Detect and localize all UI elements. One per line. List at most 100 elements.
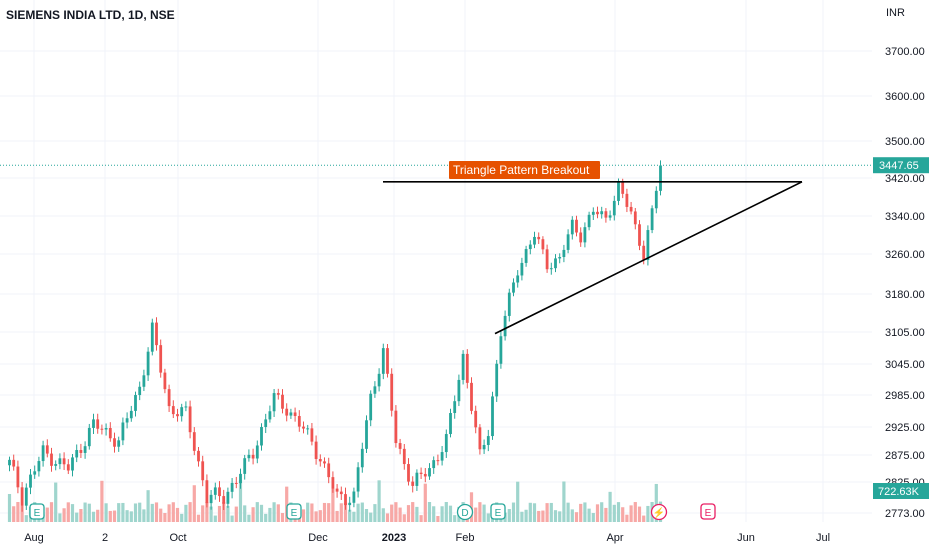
candle-body	[163, 372, 167, 390]
volume-bar	[54, 482, 58, 522]
volume-value: 722.63K	[878, 486, 920, 498]
candle-body	[591, 211, 595, 215]
price-axis-tick: 3700.00	[885, 46, 925, 58]
price-axis-tick: 3500.00	[885, 136, 925, 148]
candle-body	[600, 211, 604, 215]
time-axis-tick: Oct	[169, 532, 186, 544]
event-badge-shape	[456, 503, 474, 521]
price-axis[interactable]: 2773.002825.002875.002925.002985.003045.…	[885, 46, 925, 520]
volume-bar	[16, 502, 20, 522]
candle-body	[335, 488, 339, 492]
volume-bar	[616, 502, 621, 522]
event-badge-earnings[interactable]: E	[29, 503, 45, 520]
candle-body	[29, 474, 32, 488]
candle-body	[440, 452, 444, 461]
volume-bar	[243, 505, 247, 522]
candle-body	[503, 315, 507, 337]
volume-bar	[390, 504, 394, 522]
support-line[interactable]	[494, 181, 803, 335]
event-badge-label: E	[495, 508, 502, 519]
price-axis-tick: 2773.00	[885, 508, 925, 520]
volume-bar	[247, 514, 251, 522]
event-badges[interactable]: E E D E ⚡ E	[29, 503, 716, 521]
volume-bar	[217, 505, 222, 522]
volume-bar	[138, 502, 142, 522]
volume-bar	[108, 510, 112, 522]
candle-body	[255, 445, 259, 459]
volume-bar	[625, 514, 629, 522]
breakout-annotation[interactable]: Triangle Pattern Breakout	[449, 161, 600, 179]
time-axis-tick: Jun	[737, 532, 755, 544]
volume-bar	[511, 502, 516, 522]
candle-body	[449, 413, 452, 435]
volume-bar	[612, 504, 616, 522]
volume-bar	[654, 483, 658, 522]
volume-bar	[419, 515, 423, 522]
price-axis-tick: 3420.00	[885, 173, 925, 185]
price-axis-tick: 3600.00	[885, 91, 925, 103]
candle-body	[100, 428, 104, 430]
volume-bar	[150, 503, 154, 522]
candle-body	[247, 454, 251, 459]
candle-body	[8, 459, 11, 466]
candle-body	[512, 282, 515, 293]
candle-body	[96, 419, 100, 429]
candle-body	[264, 419, 268, 428]
event-badge-split[interactable]: ⚡	[650, 503, 668, 521]
candle-body	[276, 393, 280, 395]
volume-bar	[528, 502, 532, 522]
volume-bar	[553, 510, 558, 522]
volume-bar	[600, 502, 604, 522]
volume-bar	[373, 504, 377, 522]
event-badge-label: E	[291, 508, 298, 519]
time-axis[interactable]: Aug 2 Oct Dec 2023 Feb Apr Jun Jul	[24, 532, 830, 544]
candle-body	[167, 389, 171, 407]
time-axis-tick: Aug	[24, 532, 44, 544]
volume-bar	[184, 504, 188, 522]
volume-bar	[280, 513, 285, 522]
time-axis-tick: Jul	[816, 532, 830, 544]
candle-body	[205, 480, 209, 504]
time-axis-tick: Feb	[456, 532, 475, 544]
last-price-label-bg	[873, 157, 929, 174]
candle-body	[457, 379, 461, 402]
candle-body	[549, 268, 553, 270]
candle-body	[134, 395, 137, 411]
candle-body	[415, 472, 419, 486]
candle-body	[188, 406, 192, 433]
event-badge-dividend[interactable]: D	[456, 503, 474, 521]
event-badge-earnings_upcoming[interactable]: E	[700, 503, 716, 520]
candle-body	[562, 249, 566, 258]
volume-bar	[545, 503, 549, 522]
event-badge-earnings[interactable]: E	[286, 503, 302, 520]
candle-body	[411, 481, 415, 486]
currency-label: INR	[886, 7, 905, 19]
candle-body	[289, 412, 293, 416]
volume-bar	[180, 513, 184, 522]
candle-body	[54, 464, 58, 466]
volume-bar	[474, 507, 478, 522]
triangle-trendlines[interactable]	[383, 181, 803, 335]
candle-body	[176, 414, 179, 417]
candle-body	[377, 373, 381, 387]
candle-body	[570, 219, 574, 235]
volume-bar	[45, 507, 49, 522]
candle-body	[125, 418, 129, 423]
candle-body	[524, 249, 528, 263]
candle-body	[486, 436, 490, 445]
candle-body	[348, 502, 352, 506]
time-axis-tick: Apr	[606, 532, 623, 544]
volume-bar	[310, 503, 314, 522]
candle-body	[528, 244, 532, 250]
volume-bar	[142, 509, 146, 522]
event-badge-label: E	[34, 508, 41, 519]
candle-body	[419, 472, 423, 474]
volume-bar	[646, 505, 650, 522]
event-badge-earnings[interactable]: E	[490, 503, 506, 520]
candle-body	[310, 428, 314, 442]
volume-bar	[642, 515, 646, 522]
last-price-label: 3447.65	[873, 157, 929, 174]
volume-bar	[562, 481, 566, 522]
candle-body	[138, 386, 142, 396]
